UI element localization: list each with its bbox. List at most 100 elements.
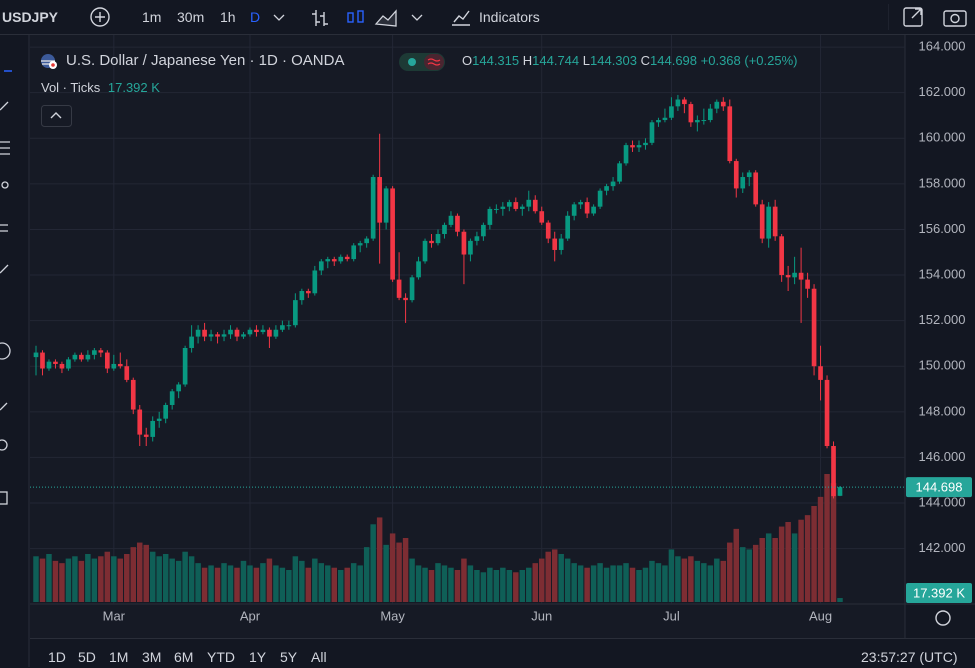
volume-bar bbox=[752, 544, 759, 602]
volume-bar bbox=[422, 567, 428, 602]
interval[interactable]: 1m bbox=[142, 9, 162, 25]
volume-bar bbox=[688, 556, 694, 602]
volume-bar bbox=[590, 565, 597, 602]
x-tick-label: Mar bbox=[103, 608, 126, 623]
volume-bar bbox=[461, 558, 467, 602]
candle-body bbox=[305, 291, 311, 294]
volume-bar bbox=[629, 567, 636, 602]
left-toolbar[interactable] bbox=[0, 35, 30, 667]
volume-bar bbox=[532, 563, 538, 602]
candle-body bbox=[617, 163, 622, 182]
volume-bar bbox=[312, 558, 318, 602]
x-tick-label: Jun bbox=[531, 608, 552, 623]
candle-body bbox=[552, 238, 558, 250]
candle-body bbox=[85, 354, 91, 360]
candle-body bbox=[143, 434, 149, 437]
candle-body bbox=[40, 352, 45, 369]
range-button[interactable]: 1M bbox=[109, 649, 129, 665]
candle-body bbox=[811, 288, 817, 367]
candle-body bbox=[383, 188, 389, 223]
candle-body bbox=[740, 177, 746, 189]
symbol[interactable]: USDJPY bbox=[2, 9, 59, 25]
volume-bar bbox=[830, 483, 837, 602]
candle-body bbox=[669, 106, 674, 118]
range-button[interactable]: All bbox=[311, 649, 327, 665]
volume-bar bbox=[733, 528, 739, 602]
candle-body bbox=[182, 347, 188, 385]
candle-body bbox=[241, 334, 246, 337]
volume-badge-label: 17.392 K bbox=[913, 585, 965, 600]
volume-bar bbox=[169, 558, 175, 602]
volume-bar bbox=[610, 565, 616, 602]
volume-bar bbox=[286, 570, 292, 602]
toolbar-right-icons[interactable] bbox=[888, 4, 975, 30]
range-button[interactable]: 3M bbox=[142, 649, 162, 665]
candle-body bbox=[254, 329, 259, 333]
candle-body bbox=[370, 177, 376, 239]
volume-bar bbox=[668, 549, 675, 602]
volume-bar bbox=[551, 549, 558, 602]
x-tick-label: Apr bbox=[240, 608, 261, 623]
range-button[interactable]: 5D bbox=[78, 649, 96, 665]
candle-body bbox=[623, 145, 629, 164]
candle-body bbox=[675, 99, 681, 107]
volume-bar bbox=[331, 567, 337, 602]
candle-body bbox=[494, 208, 499, 210]
candle-body bbox=[695, 120, 700, 123]
range-button[interactable]: 5Y bbox=[280, 649, 298, 665]
volume-bar bbox=[299, 560, 305, 602]
volume-bar bbox=[247, 565, 253, 602]
volume-bar bbox=[811, 506, 817, 602]
y-tick-label: 162.000 bbox=[919, 84, 966, 99]
candle-body bbox=[169, 391, 175, 405]
add-symbol-icon[interactable] bbox=[88, 6, 112, 28]
volume-bar bbox=[376, 517, 383, 602]
range-button[interactable]: 1D bbox=[48, 649, 66, 665]
y-tick-label: 152.000 bbox=[919, 312, 966, 327]
candle-body bbox=[468, 240, 473, 255]
candle-body bbox=[293, 300, 298, 326]
candle-body bbox=[79, 354, 84, 360]
chart-type-icons[interactable] bbox=[272, 8, 432, 28]
interval[interactable]: 30m bbox=[177, 9, 205, 25]
volume-bar bbox=[804, 515, 811, 602]
candle-body bbox=[416, 261, 421, 278]
y-tick-label: 144.000 bbox=[919, 494, 966, 509]
candle-body bbox=[805, 279, 810, 289]
volume-bar bbox=[182, 551, 188, 602]
candle-body bbox=[753, 172, 759, 205]
volume-bar bbox=[720, 560, 727, 602]
candle-body bbox=[325, 259, 331, 262]
volume-bar bbox=[707, 565, 714, 602]
volume-bar bbox=[727, 542, 733, 602]
y-tick-label: 142.000 bbox=[919, 540, 966, 555]
collapse-button[interactable] bbox=[41, 105, 72, 127]
top-toolbar: USDJPY 1m 30m 1h D Indicators bbox=[0, 0, 975, 35]
range-button[interactable]: 6M bbox=[174, 649, 194, 665]
candle-body bbox=[558, 238, 564, 250]
label: H bbox=[522, 53, 533, 68]
volume-bar bbox=[577, 565, 584, 602]
interval[interactable]: 1h bbox=[220, 9, 236, 25]
settings-icon[interactable] bbox=[935, 610, 951, 626]
indicators-icon[interactable] bbox=[450, 7, 472, 27]
indicators-button[interactable]: Indicators bbox=[479, 9, 540, 25]
candle-body bbox=[688, 104, 694, 123]
interval[interactable]: D bbox=[250, 9, 261, 25]
volume-bar bbox=[195, 563, 201, 602]
volume-bar bbox=[584, 567, 590, 602]
clock: 23:57:27 (UTC) bbox=[861, 649, 958, 665]
candle-body bbox=[532, 199, 538, 212]
flag-icon bbox=[41, 54, 57, 69]
volume-bar bbox=[714, 558, 720, 602]
volume-bar bbox=[137, 542, 143, 602]
range-button[interactable]: 1Y bbox=[249, 649, 267, 665]
candle-body bbox=[59, 363, 65, 369]
range-button[interactable]: YTD bbox=[207, 649, 235, 665]
candle-body bbox=[714, 101, 720, 109]
candle-body bbox=[578, 202, 583, 205]
volume-bar bbox=[662, 565, 668, 602]
volume-bar bbox=[474, 570, 480, 602]
market-status[interactable] bbox=[399, 52, 447, 72]
